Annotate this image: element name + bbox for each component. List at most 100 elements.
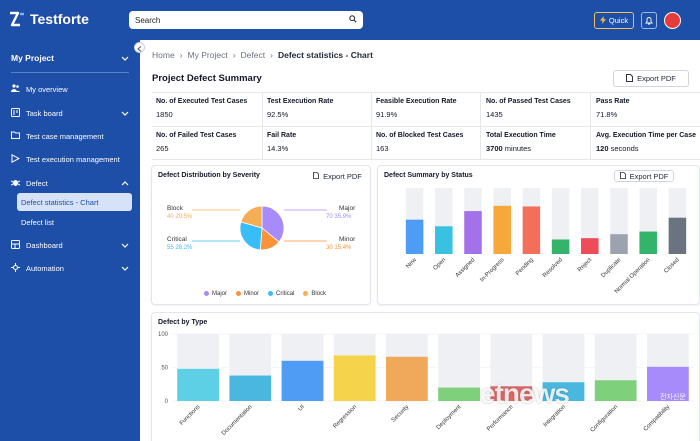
pie-label-critical: Critical	[167, 236, 187, 243]
stat-label: Test Execution Rate	[267, 98, 334, 105]
sidebar-item-my-overview[interactable]: My overview	[11, 80, 129, 98]
stat-value: 71.8%	[596, 110, 618, 119]
bar-deployment[interactable]	[438, 387, 480, 401]
pie-slice-major[interactable]	[261, 205, 285, 243]
status-export-pdf-button[interactable]: Export PDF	[614, 170, 674, 182]
stat-test-execution-rate: Test Execution Rate 92.5%	[267, 98, 333, 119]
bar-pending[interactable]	[522, 206, 541, 254]
pie-label-block: Block	[167, 205, 183, 212]
bar-performance[interactable]	[490, 386, 533, 401]
chevron-up-icon	[121, 179, 129, 188]
bar-ui[interactable]	[281, 360, 324, 401]
severity-export-pdf-button[interactable]: Export PDF	[310, 170, 365, 182]
bar-in-progress[interactable]	[493, 205, 511, 254]
stat-pass-rate: Pass Rate 71.8%	[596, 98, 629, 119]
bar-configuration[interactable]	[594, 380, 637, 401]
notification-button[interactable]	[641, 12, 657, 29]
document-icon	[313, 171, 320, 181]
bar-compatibility[interactable]	[647, 366, 689, 401]
stat-label: Avg. Execution Time per Case	[596, 132, 696, 139]
x-tick-label: New	[405, 257, 418, 270]
app-name: Testforte	[30, 11, 89, 27]
sidebar-item-defect[interactable]: Defect	[10, 174, 129, 192]
bar-security[interactable]	[386, 356, 428, 401]
quick-label: Quick	[608, 16, 629, 25]
stat-failed-test-cases: No. of Failed Test Cases 265	[156, 132, 236, 153]
folder-icon	[11, 131, 20, 141]
sidebar-item-task-board[interactable]: Task board	[11, 104, 129, 122]
sidebar-item-label: My overview	[26, 84, 68, 94]
export-label: Export PDF	[637, 74, 676, 83]
main-content: Home › My Project › Defect › Defect stat…	[140, 40, 700, 441]
legend-label: Minor	[244, 291, 260, 298]
user-avatar[interactable]	[664, 12, 681, 29]
divider	[480, 93, 481, 159]
bar-integration[interactable]	[542, 382, 585, 401]
sidebar-item-dashboard[interactable]: Dashboard	[11, 236, 129, 254]
stat-feasible-execution-rate: Feasible Execution Rate 91.9%	[376, 98, 457, 119]
search-input[interactable]: Search	[129, 11, 363, 29]
pie-value-minor: 30 15.4%	[326, 245, 351, 251]
sidebar-item-defect-list[interactable]: Defect list	[17, 213, 132, 231]
type-bar-chart: 0 50 100 Functions Documentation UI Regression…	[158, 332, 694, 437]
sidebar-item-label: Test execution management	[26, 154, 120, 164]
sidebar-item-defect-statistics-chart[interactable]: Defect statistics - Chart	[17, 193, 132, 211]
sidebar-collapse-button[interactable]	[134, 42, 145, 53]
pie-value-major: 70 35.9%	[326, 214, 351, 220]
x-tick-label: Security	[391, 404, 411, 424]
bar-open[interactable]	[435, 226, 453, 254]
automation-icon	[11, 262, 20, 274]
bar-normal-operation[interactable]	[639, 231, 657, 254]
stat-blocked-test-cases: No. of Blocked Test Cases 163	[376, 132, 463, 153]
stat-label: Feasible Execution Rate	[376, 98, 457, 105]
bar-closed[interactable]	[668, 217, 687, 254]
quick-button[interactable]: Quick	[594, 12, 634, 29]
legend-item-minor[interactable]: Minor	[236, 291, 259, 297]
legend-item-block[interactable]: Block	[303, 291, 326, 297]
card-title: Defect Summary by Status	[384, 172, 473, 179]
bar-regression[interactable]	[333, 355, 376, 401]
stat-value: 265	[156, 144, 169, 153]
breadcrumb-defect[interactable]: Defect	[240, 50, 266, 60]
sidebar-item-automation[interactable]: Automation	[11, 259, 129, 277]
chevron-right-icon: ›	[179, 50, 183, 60]
severity-card: Defect Distribution by Severity Export P…	[151, 165, 371, 305]
export-pdf-button[interactable]: Export PDF	[613, 70, 689, 87]
x-tick-label: UI	[297, 404, 306, 413]
sidebar-item-label: Test case management	[26, 131, 104, 141]
legend-item-major[interactable]: Major	[204, 291, 227, 297]
x-tick-label: Open	[433, 257, 448, 272]
project-label: My Project	[11, 53, 54, 63]
x-tick-label: Assigned	[455, 257, 477, 279]
search-icon	[349, 15, 357, 25]
breadcrumb: Home › My Project › Defect › Defect stat…	[152, 50, 373, 60]
bar-assigned[interactable]	[464, 211, 482, 254]
play-icon	[11, 153, 21, 165]
chevron-down-icon	[121, 53, 129, 63]
page-title: Project Defect Summary	[152, 73, 262, 84]
bar-documentation[interactable]	[229, 375, 272, 401]
pie-slice-block[interactable]	[240, 205, 263, 229]
sidebar-item-test-case-management[interactable]: Test case management	[11, 127, 129, 145]
legend-item-critical[interactable]: Critical	[268, 291, 294, 297]
sidebar-item-test-execution-management[interactable]: Test execution management	[11, 150, 129, 168]
project-selector[interactable]: My Project	[11, 53, 129, 63]
stat-value: 1435	[486, 110, 503, 119]
breadcrumb-current: Defect statistics - Chart	[277, 50, 373, 60]
x-tick-label: Closed	[663, 257, 680, 274]
app-logo[interactable]: Testforte	[8, 11, 89, 27]
chevron-right-icon: ›	[232, 50, 236, 60]
stat-label: No. of Passed Test Cases	[486, 98, 571, 105]
bar-new[interactable]	[405, 219, 424, 254]
stat-value: 163	[376, 144, 389, 153]
bar-track	[581, 188, 599, 254]
bar-functions[interactable]	[177, 368, 219, 401]
divider	[152, 159, 700, 160]
bar-reject[interactable]	[581, 238, 599, 254]
pie-slice-critical[interactable]	[239, 221, 263, 251]
bar-duplicate[interactable]	[610, 234, 628, 254]
breadcrumb-project[interactable]: My Project	[187, 50, 228, 60]
dashboard-icon	[11, 239, 20, 251]
bar-resolved[interactable]	[551, 239, 570, 254]
breadcrumb-home[interactable]: Home	[152, 50, 175, 60]
